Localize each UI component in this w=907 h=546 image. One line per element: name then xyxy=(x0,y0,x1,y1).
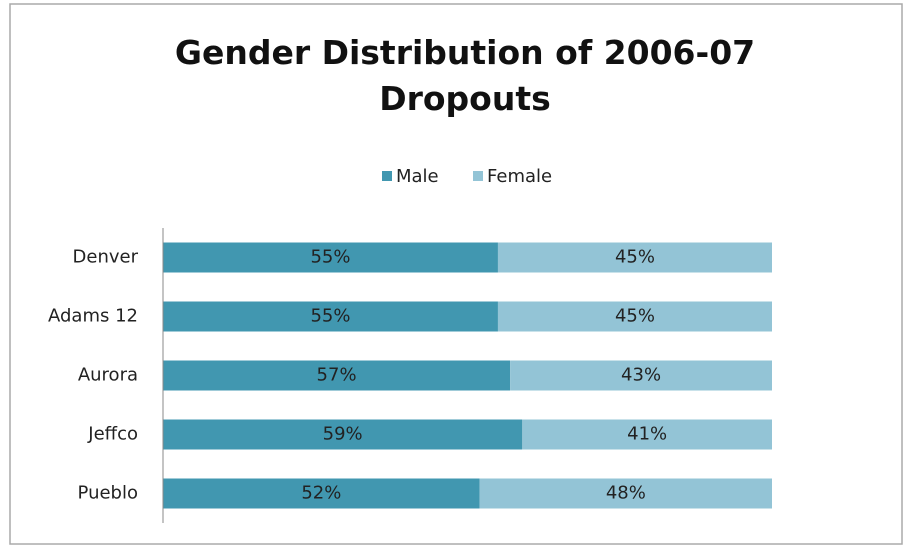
bar-segment xyxy=(497,301,772,332)
chart-title: Gender Distribution of 2006-07 Dropouts xyxy=(174,33,756,118)
bar-segment xyxy=(163,419,523,450)
legend-swatch xyxy=(473,171,483,181)
y-tick-label: Aurora xyxy=(78,365,138,386)
data-label: 43% xyxy=(621,365,661,386)
y-tick-label: Denver xyxy=(73,247,139,268)
data-label: 52% xyxy=(301,483,341,504)
y-tick-label: Pueblo xyxy=(78,483,138,504)
data-label: 55% xyxy=(310,247,350,268)
bar-segment xyxy=(510,360,772,391)
data-label: 57% xyxy=(317,365,357,386)
bar-segment xyxy=(163,360,511,391)
bar-segment xyxy=(479,478,772,509)
data-label: 59% xyxy=(323,424,363,445)
bar-segment xyxy=(522,419,772,450)
y-tick-label: Adams 12 xyxy=(48,306,138,327)
legend-label: Male xyxy=(396,166,439,187)
data-label: 45% xyxy=(615,306,655,327)
data-label: 48% xyxy=(606,483,646,504)
legend-swatch xyxy=(382,171,392,181)
bar-segment xyxy=(163,301,498,332)
y-tick-label: Jeffco xyxy=(87,424,138,445)
data-label: 55% xyxy=(310,306,350,327)
legend-label: Female xyxy=(487,166,552,187)
data-label: 41% xyxy=(627,424,667,445)
chart-frame xyxy=(9,3,903,545)
data-label: 45% xyxy=(615,247,655,268)
bar-segment xyxy=(163,242,498,273)
bar-segment xyxy=(497,242,772,273)
bar-segment xyxy=(163,478,480,509)
